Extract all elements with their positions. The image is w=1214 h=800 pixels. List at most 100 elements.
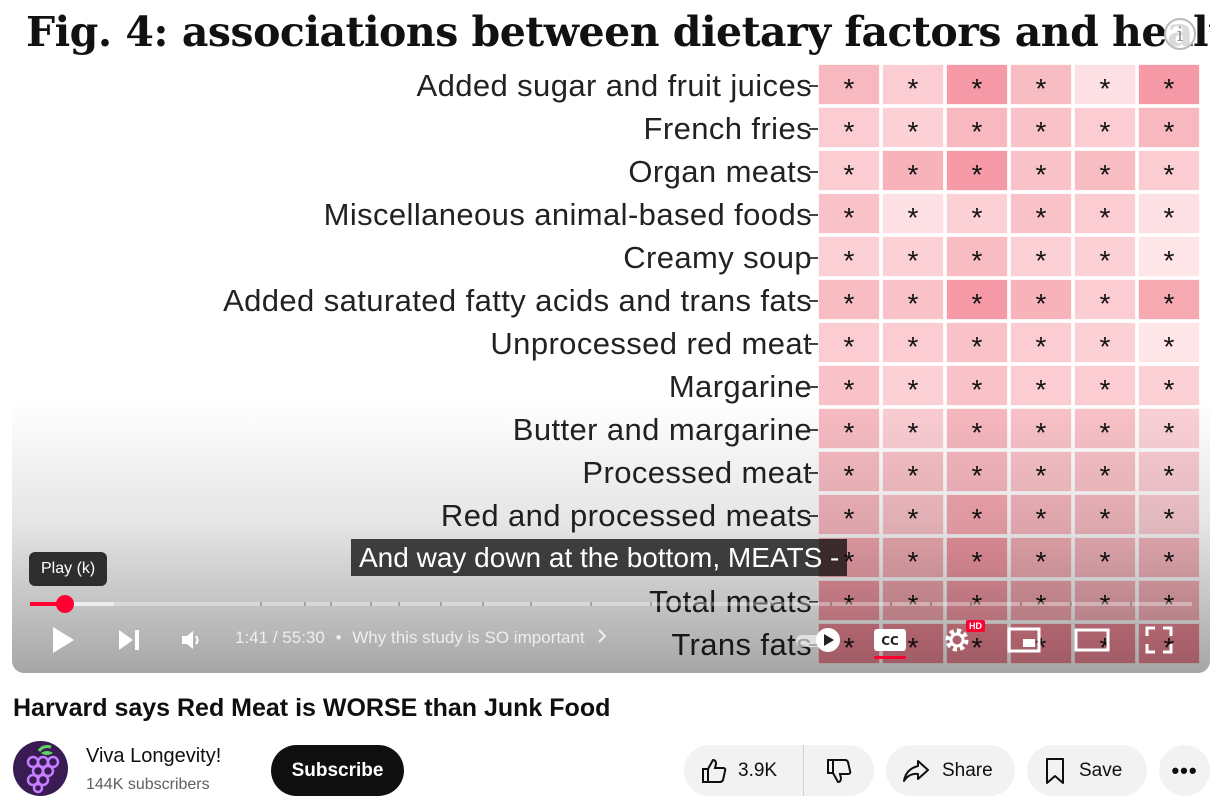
subscriber-count: 144K subscribers	[86, 776, 210, 793]
heatmap-cell: *	[1074, 236, 1136, 277]
heatmap-cell: *	[882, 537, 944, 578]
heatmap-cell: *	[1010, 236, 1072, 277]
heatmap-cell: *	[818, 193, 880, 234]
caption-text: And way down at the bottom, MEATS -	[351, 539, 848, 576]
heatmap-cell: *	[1074, 537, 1136, 578]
heatmap-row: Margarine * * * * * *	[12, 365, 1210, 408]
volume-icon	[182, 631, 199, 649]
share-button[interactable]: Share	[886, 745, 1015, 796]
channel-avatar[interactable]	[13, 741, 68, 796]
heatmap-row-label: Added sugar and fruit juices	[416, 68, 812, 103]
heatmap-row-label: Margarine	[668, 369, 812, 404]
heatmap-cell: *	[882, 408, 944, 449]
dislike-button[interactable]	[804, 745, 874, 796]
chapter-marker	[482, 602, 484, 606]
axis-tick	[809, 214, 818, 216]
play-button[interactable]	[48, 622, 78, 658]
channel-name[interactable]: Viva Longevity!	[86, 745, 222, 767]
save-button[interactable]: Save	[1027, 745, 1147, 796]
chapter-marker	[440, 602, 442, 606]
volume-button[interactable]	[177, 622, 207, 658]
heatmap-cell: *	[946, 107, 1008, 148]
heatmap-row-label: Red and processed meats	[440, 498, 812, 533]
axis-tick	[809, 85, 818, 87]
miniplayer-button[interactable]	[1006, 622, 1042, 658]
next-icon	[119, 630, 139, 650]
heatmap-cell: *	[818, 107, 880, 148]
figure-title: Fig. 4: associations between dietary fac…	[26, 8, 1210, 56]
chapter-marker	[650, 602, 652, 606]
chapter-marker	[1020, 602, 1022, 606]
heatmap-cell: *	[1074, 580, 1136, 621]
chapter-title[interactable]: Why this study is SO important	[352, 628, 585, 647]
svg-text:CC: CC	[881, 634, 899, 648]
heatmap-cell: *	[1138, 150, 1200, 191]
video-title: Harvard says Red Meat is WORSE than Junk…	[13, 694, 611, 722]
share-icon	[903, 759, 929, 782]
heatmap-cell: *	[818, 150, 880, 191]
heatmap-cell: *	[946, 494, 1008, 535]
gear-icon	[945, 628, 969, 652]
heatmap-cell: *	[1138, 580, 1200, 621]
autoplay-toggle[interactable]	[794, 622, 844, 658]
heatmap-cell: *	[946, 64, 1008, 105]
heatmap-row-label: Processed meat	[582, 455, 812, 490]
video-player[interactable]: Fig. 4: associations between dietary fac…	[12, 0, 1210, 673]
chapter-marker	[1130, 602, 1132, 606]
heatmap-row: Processed meat * * * * * *	[12, 451, 1210, 494]
info-icon[interactable]: i	[1164, 18, 1196, 50]
axis-tick	[809, 171, 818, 173]
heatmap-row: Creamy soup * * * * * *	[12, 236, 1210, 279]
captions-active-indicator	[874, 656, 906, 659]
heatmap-cell: *	[882, 64, 944, 105]
heatmap-cell: *	[1010, 150, 1072, 191]
heatmap-cell: *	[1138, 193, 1200, 234]
chapter-marker	[398, 602, 400, 606]
heatmap-cell: *	[946, 408, 1008, 449]
heatmap-cell: *	[1138, 365, 1200, 406]
chapter-marker	[890, 602, 892, 606]
time-separator: /	[272, 628, 278, 647]
heatmap-cell: *	[818, 365, 880, 406]
axis-tick	[809, 515, 818, 517]
like-button[interactable]: 3.9K	[684, 745, 804, 796]
chapter-marker	[330, 602, 332, 606]
heatmap-cell: *	[946, 193, 1008, 234]
heatmap-cell: *	[818, 322, 880, 363]
chevron-right-icon[interactable]	[597, 628, 607, 647]
theater-mode-button[interactable]	[1073, 622, 1111, 658]
subscribe-button[interactable]: Subscribe	[271, 745, 404, 796]
heatmap-cell: *	[882, 451, 944, 492]
chapter-marker	[304, 602, 306, 606]
heatmap-cell: *	[818, 408, 880, 449]
next-button[interactable]	[114, 622, 144, 658]
heatmap-cell: *	[1010, 451, 1072, 492]
heatmap-cell: *	[818, 279, 880, 320]
axis-tick	[809, 128, 818, 130]
captions-button[interactable]: CC	[872, 622, 908, 658]
progress-scrubber[interactable]	[55, 595, 74, 613]
heatmap-cell: *	[882, 494, 944, 535]
heatmap-row: Red and processed meats * * * * * *	[12, 494, 1210, 537]
axis-tick	[809, 429, 818, 431]
more-actions-button[interactable]: •••	[1159, 745, 1210, 796]
heatmap-cell: *	[882, 365, 944, 406]
hd-badge: HD	[966, 620, 985, 632]
heatmap-cell: *	[1138, 494, 1200, 535]
heatmap-cell: *	[946, 580, 1008, 621]
heatmap-row: Miscellaneous animal-based foods * * * * * *	[12, 193, 1210, 236]
play-icon	[53, 627, 74, 653]
heatmap-cell: *	[1074, 279, 1136, 320]
fullscreen-button[interactable]	[1142, 622, 1176, 658]
heatmap-cell: *	[1010, 193, 1072, 234]
heatmap-cell: *	[1074, 150, 1136, 191]
progress-played	[30, 602, 65, 606]
heatmap-cell: *	[882, 580, 944, 621]
chapter-marker	[710, 602, 712, 606]
progress-bar[interactable]	[30, 602, 1192, 606]
autoplay-icon	[796, 628, 840, 652]
chapter-marker	[530, 602, 532, 606]
save-label: Save	[1079, 759, 1123, 781]
settings-button[interactable]	[940, 622, 974, 658]
heatmap-cell: *	[1010, 322, 1072, 363]
